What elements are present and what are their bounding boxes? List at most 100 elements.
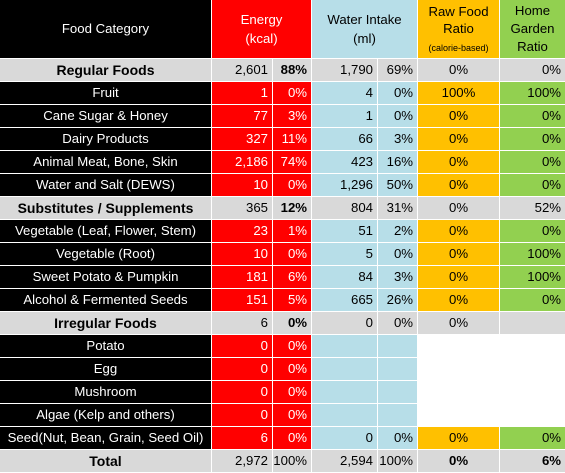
cell-home-garden-ratio: 100% xyxy=(500,266,565,289)
cell-energy-pct: 5% xyxy=(273,289,313,312)
cell-energy-pct: 0% xyxy=(273,312,313,335)
cell-home-garden-ratio: 0% xyxy=(500,220,565,243)
cell-home-garden-ratio xyxy=(500,335,565,358)
cell-water: 0 xyxy=(312,427,379,450)
cell-water-pct xyxy=(378,404,419,427)
cell-energy: 10 xyxy=(212,243,273,266)
table-row: Vegetable (Root) 10 0% 5 0% 0% 100% xyxy=(0,243,565,266)
cell-food-category: Mushroom xyxy=(0,381,212,404)
cell-energy: 151 xyxy=(212,289,273,312)
cell-food-category: Regular Foods xyxy=(0,59,212,82)
cell-water: 2,594 xyxy=(312,450,379,473)
table-row: Alcohol & Fermented Seeds 151 5% 665 26% 0% 0% xyxy=(0,289,565,312)
header-home-garden-ratio: Home Garden Ratio xyxy=(500,0,565,59)
header-energy: Energy (kcal) xyxy=(212,0,313,59)
cell-water: 51 xyxy=(312,220,379,243)
cell-energy: 0 xyxy=(212,381,273,404)
cell-raw-food-ratio xyxy=(418,335,501,358)
cell-energy-pct: 0% xyxy=(273,174,313,197)
cell-raw-food-ratio: 0% xyxy=(418,197,501,220)
cell-water-pct: 26% xyxy=(378,289,419,312)
table-row: Mushroom 0 0% xyxy=(0,381,565,404)
cell-home-garden-ratio xyxy=(500,381,565,404)
table-row: Animal Meat, Bone, Skin 2,186 74% 423 16% 0% 0… xyxy=(0,151,565,174)
cell-energy: 6 xyxy=(212,427,273,450)
cell-raw-food-ratio: 0% xyxy=(418,174,501,197)
cell-water xyxy=(312,335,379,358)
cell-water: 66 xyxy=(312,128,379,151)
cell-energy: 0 xyxy=(212,335,273,358)
cell-water-pct: 31% xyxy=(378,197,419,220)
cell-food-category: Substitutes / Supplements xyxy=(0,197,212,220)
cell-energy-pct: 88% xyxy=(273,59,313,82)
cell-water: 804 xyxy=(312,197,379,220)
cell-home-garden-ratio xyxy=(500,404,565,427)
cell-water-pct: 69% xyxy=(378,59,419,82)
cell-raw-food-ratio: 0% xyxy=(418,450,501,473)
cell-food-category: Cane Sugar & Honey xyxy=(0,105,212,128)
cell-food-category: Potato xyxy=(0,335,212,358)
cell-home-garden-ratio: 52% xyxy=(500,197,565,220)
cell-energy-pct: 0% xyxy=(273,427,313,450)
cell-energy: 6 xyxy=(212,312,273,335)
cell-energy-pct: 11% xyxy=(273,128,313,151)
cell-raw-food-ratio: 0% xyxy=(418,312,501,335)
cell-water: 5 xyxy=(312,243,379,266)
cell-water-pct: 0% xyxy=(378,105,419,128)
cell-raw-food-ratio: 0% xyxy=(418,243,501,266)
cell-energy: 181 xyxy=(212,266,273,289)
cell-raw-food-ratio: 100% xyxy=(418,82,501,105)
cell-water-pct: 50% xyxy=(378,174,419,197)
cell-raw-food-ratio: 0% xyxy=(418,151,501,174)
cell-food-category: Egg xyxy=(0,358,212,381)
table-row: Vegetable (Leaf, Flower, Stem) 23 1% 51 2% 0%… xyxy=(0,220,565,243)
cell-water-pct: 3% xyxy=(378,128,419,151)
cell-home-garden-ratio: 0% xyxy=(500,128,565,151)
cell-energy: 2,972 xyxy=(212,450,273,473)
table-row: Algae (Kelp and others) 0 0% xyxy=(0,404,565,427)
cell-energy: 0 xyxy=(212,358,273,381)
cell-water: 665 xyxy=(312,289,379,312)
cell-water-pct: 2% xyxy=(378,220,419,243)
cell-energy: 0 xyxy=(212,404,273,427)
cell-food-category: Algae (Kelp and others) xyxy=(0,404,212,427)
cell-energy-pct: 0% xyxy=(273,335,313,358)
cell-home-garden-ratio: 100% xyxy=(500,82,565,105)
cell-home-garden-ratio: 0% xyxy=(500,105,565,128)
cell-water: 1 xyxy=(312,105,379,128)
cell-water-pct: 0% xyxy=(378,312,419,335)
cell-food-category: Total xyxy=(0,450,212,473)
cell-raw-food-ratio xyxy=(418,358,501,381)
cell-energy: 77 xyxy=(212,105,273,128)
cell-food-category: Vegetable (Leaf, Flower, Stem) xyxy=(0,220,212,243)
cell-food-category: Fruit xyxy=(0,82,212,105)
header-raw-food-ratio: Raw Food Ratio (calorie-based) xyxy=(418,0,501,59)
cell-water-pct: 0% xyxy=(378,427,419,450)
cell-energy: 1 xyxy=(212,82,273,105)
header-food-category: Food Category xyxy=(0,0,212,59)
table-row: Potato 0 0% xyxy=(0,335,565,358)
header-row: Food Category Energy (kcal) Water Intake(… xyxy=(0,0,565,59)
cell-home-garden-ratio: 0% xyxy=(500,151,565,174)
cell-water-pct: 3% xyxy=(378,266,419,289)
cell-water xyxy=(312,381,379,404)
section-row: Irregular Foods 6 0% 0 0% 0% xyxy=(0,312,565,335)
cell-home-garden-ratio: 6% xyxy=(500,450,565,473)
cell-energy: 10 xyxy=(212,174,273,197)
cell-home-garden-ratio: 0% xyxy=(500,427,565,450)
cell-water-pct: 100% xyxy=(378,450,419,473)
table-row: Dairy Products 327 11% 66 3% 0% 0% xyxy=(0,128,565,151)
total-row: Total 2,972 100% 2,594 100% 0% 6% xyxy=(0,450,565,473)
section-row: Regular Foods 2,601 88% 1,790 69% 0% 0% xyxy=(0,59,565,82)
cell-raw-food-ratio: 0% xyxy=(418,289,501,312)
cell-water: 1,296 xyxy=(312,174,379,197)
cell-energy-pct: 1% xyxy=(273,220,313,243)
cell-water xyxy=(312,404,379,427)
cell-energy: 327 xyxy=(212,128,273,151)
cell-energy-pct: 74% xyxy=(273,151,313,174)
cell-water: 0 xyxy=(312,312,379,335)
cell-home-garden-ratio: 0% xyxy=(500,289,565,312)
cell-energy: 23 xyxy=(212,220,273,243)
cell-water-pct xyxy=(378,358,419,381)
cell-energy: 365 xyxy=(212,197,273,220)
